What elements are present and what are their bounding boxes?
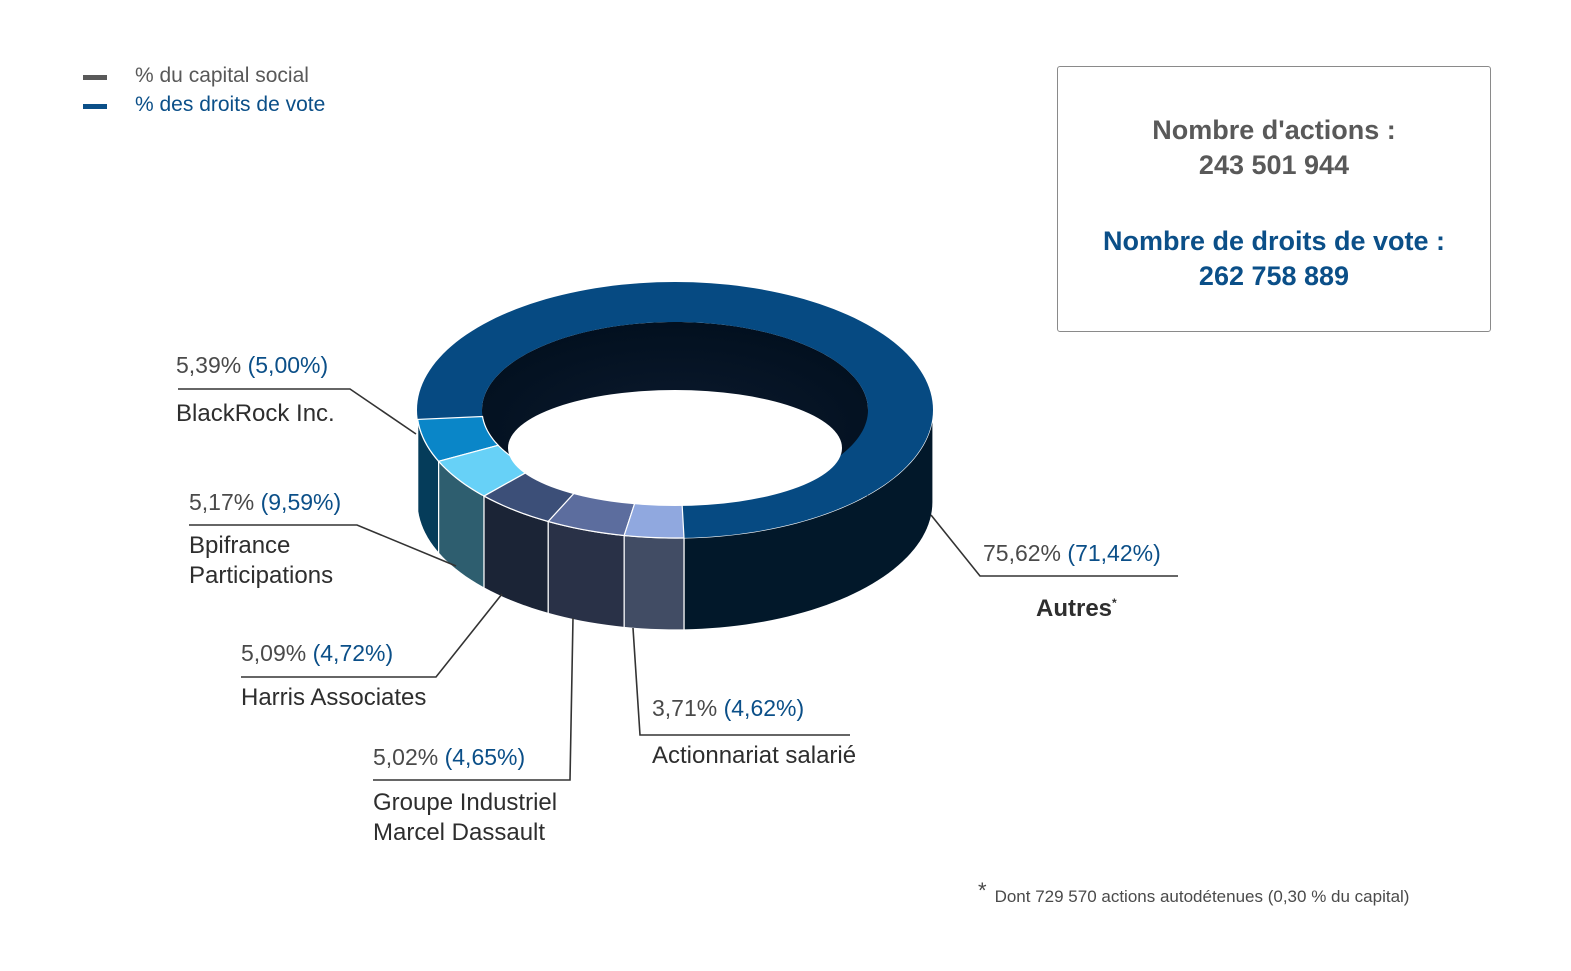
vote-value: (4,65%) — [444, 744, 526, 770]
vote-value: (5,00%) — [247, 352, 329, 378]
data-label-bpifrance: 5,17% (9,59%) — [189, 489, 341, 516]
legend-swatch-capital — [83, 75, 107, 80]
leader-autres — [930, 514, 1178, 577]
slice-name-harris: Harris Associates — [241, 684, 427, 711]
slice-side-4-0 — [547, 520, 625, 629]
slice-name-blackrock: BlackRock Inc. — [176, 400, 335, 427]
slice-name-bpifrance-line2: Participations — [189, 562, 334, 589]
data-label-gimd: 5,02% (4,65%) — [373, 744, 525, 771]
vote-value: (9,59%) — [260, 489, 342, 515]
capital-value: 5,17% — [189, 489, 255, 515]
votes-label: Nombre de droits de vote : — [1102, 226, 1446, 256]
vote-value: (71,42%) — [1067, 540, 1161, 566]
slice-side-5-0 — [623, 534, 685, 631]
shares-label: Nombre d'actions : — [1152, 115, 1396, 145]
slice-name-salarie: Actionnariat salarié — [652, 742, 857, 769]
leader-blackrock — [178, 388, 417, 435]
donut-hole — [508, 390, 842, 506]
slice-name-bpifrance: Bpifrance Participations — [189, 531, 333, 591]
votes-value: 262 758 889 — [1198, 261, 1350, 291]
leader-bpifrance — [189, 524, 457, 567]
leader-gimd — [373, 617, 574, 781]
legend-swatch-vote — [83, 104, 107, 109]
data-label-harris: 5,09% (4,72%) — [241, 640, 393, 667]
shares-value: 243 501 944 — [1198, 150, 1350, 180]
leader-salarie — [632, 627, 850, 736]
capital-value: 5,09% — [241, 640, 307, 666]
slice-name-autres: Autres* — [1036, 588, 1117, 624]
vote-value: (4,62%) — [723, 695, 805, 721]
capital-value: 5,39% — [176, 352, 242, 378]
slice-name-gimd-line2: Marcel Dassault — [373, 819, 546, 846]
vote-value: (4,72%) — [312, 640, 394, 666]
capital-value: 75,62% — [983, 540, 1062, 566]
data-label-blackrock: 5,39% (5,00%) — [176, 352, 328, 379]
slice-name-autres-text: Autres — [1036, 595, 1113, 622]
footnote: * Dont 729 570 actions autodétenues (0,30… — [978, 878, 1409, 907]
slice-name-gimd: Groupe Industriel Marcel Dassault — [373, 788, 557, 848]
data-label-autres: 75,62% (71,42%) — [983, 540, 1161, 567]
slice-name-gimd-line1: Groupe Industriel — [373, 789, 558, 816]
info-box: Nombre d'actions : 243 501 944 Nombre de… — [1057, 66, 1491, 332]
footnote-star: * — [978, 878, 987, 903]
legend-label-capital: % du capital social — [135, 64, 309, 87]
data-label-salarie: 3,71% (4,62%) — [652, 695, 804, 722]
leader-harris — [241, 593, 503, 678]
slice-name-bpifrance-line1: Bpifrance — [189, 532, 291, 559]
legend-label-vote: % des droits de vote — [135, 93, 326, 116]
capital-value: 5,02% — [373, 744, 439, 770]
footnote-mark: * — [1112, 596, 1117, 610]
footnote-text: Dont 729 570 actions autodétenues (0,30 … — [994, 887, 1410, 906]
capital-value: 3,71% — [652, 695, 718, 721]
